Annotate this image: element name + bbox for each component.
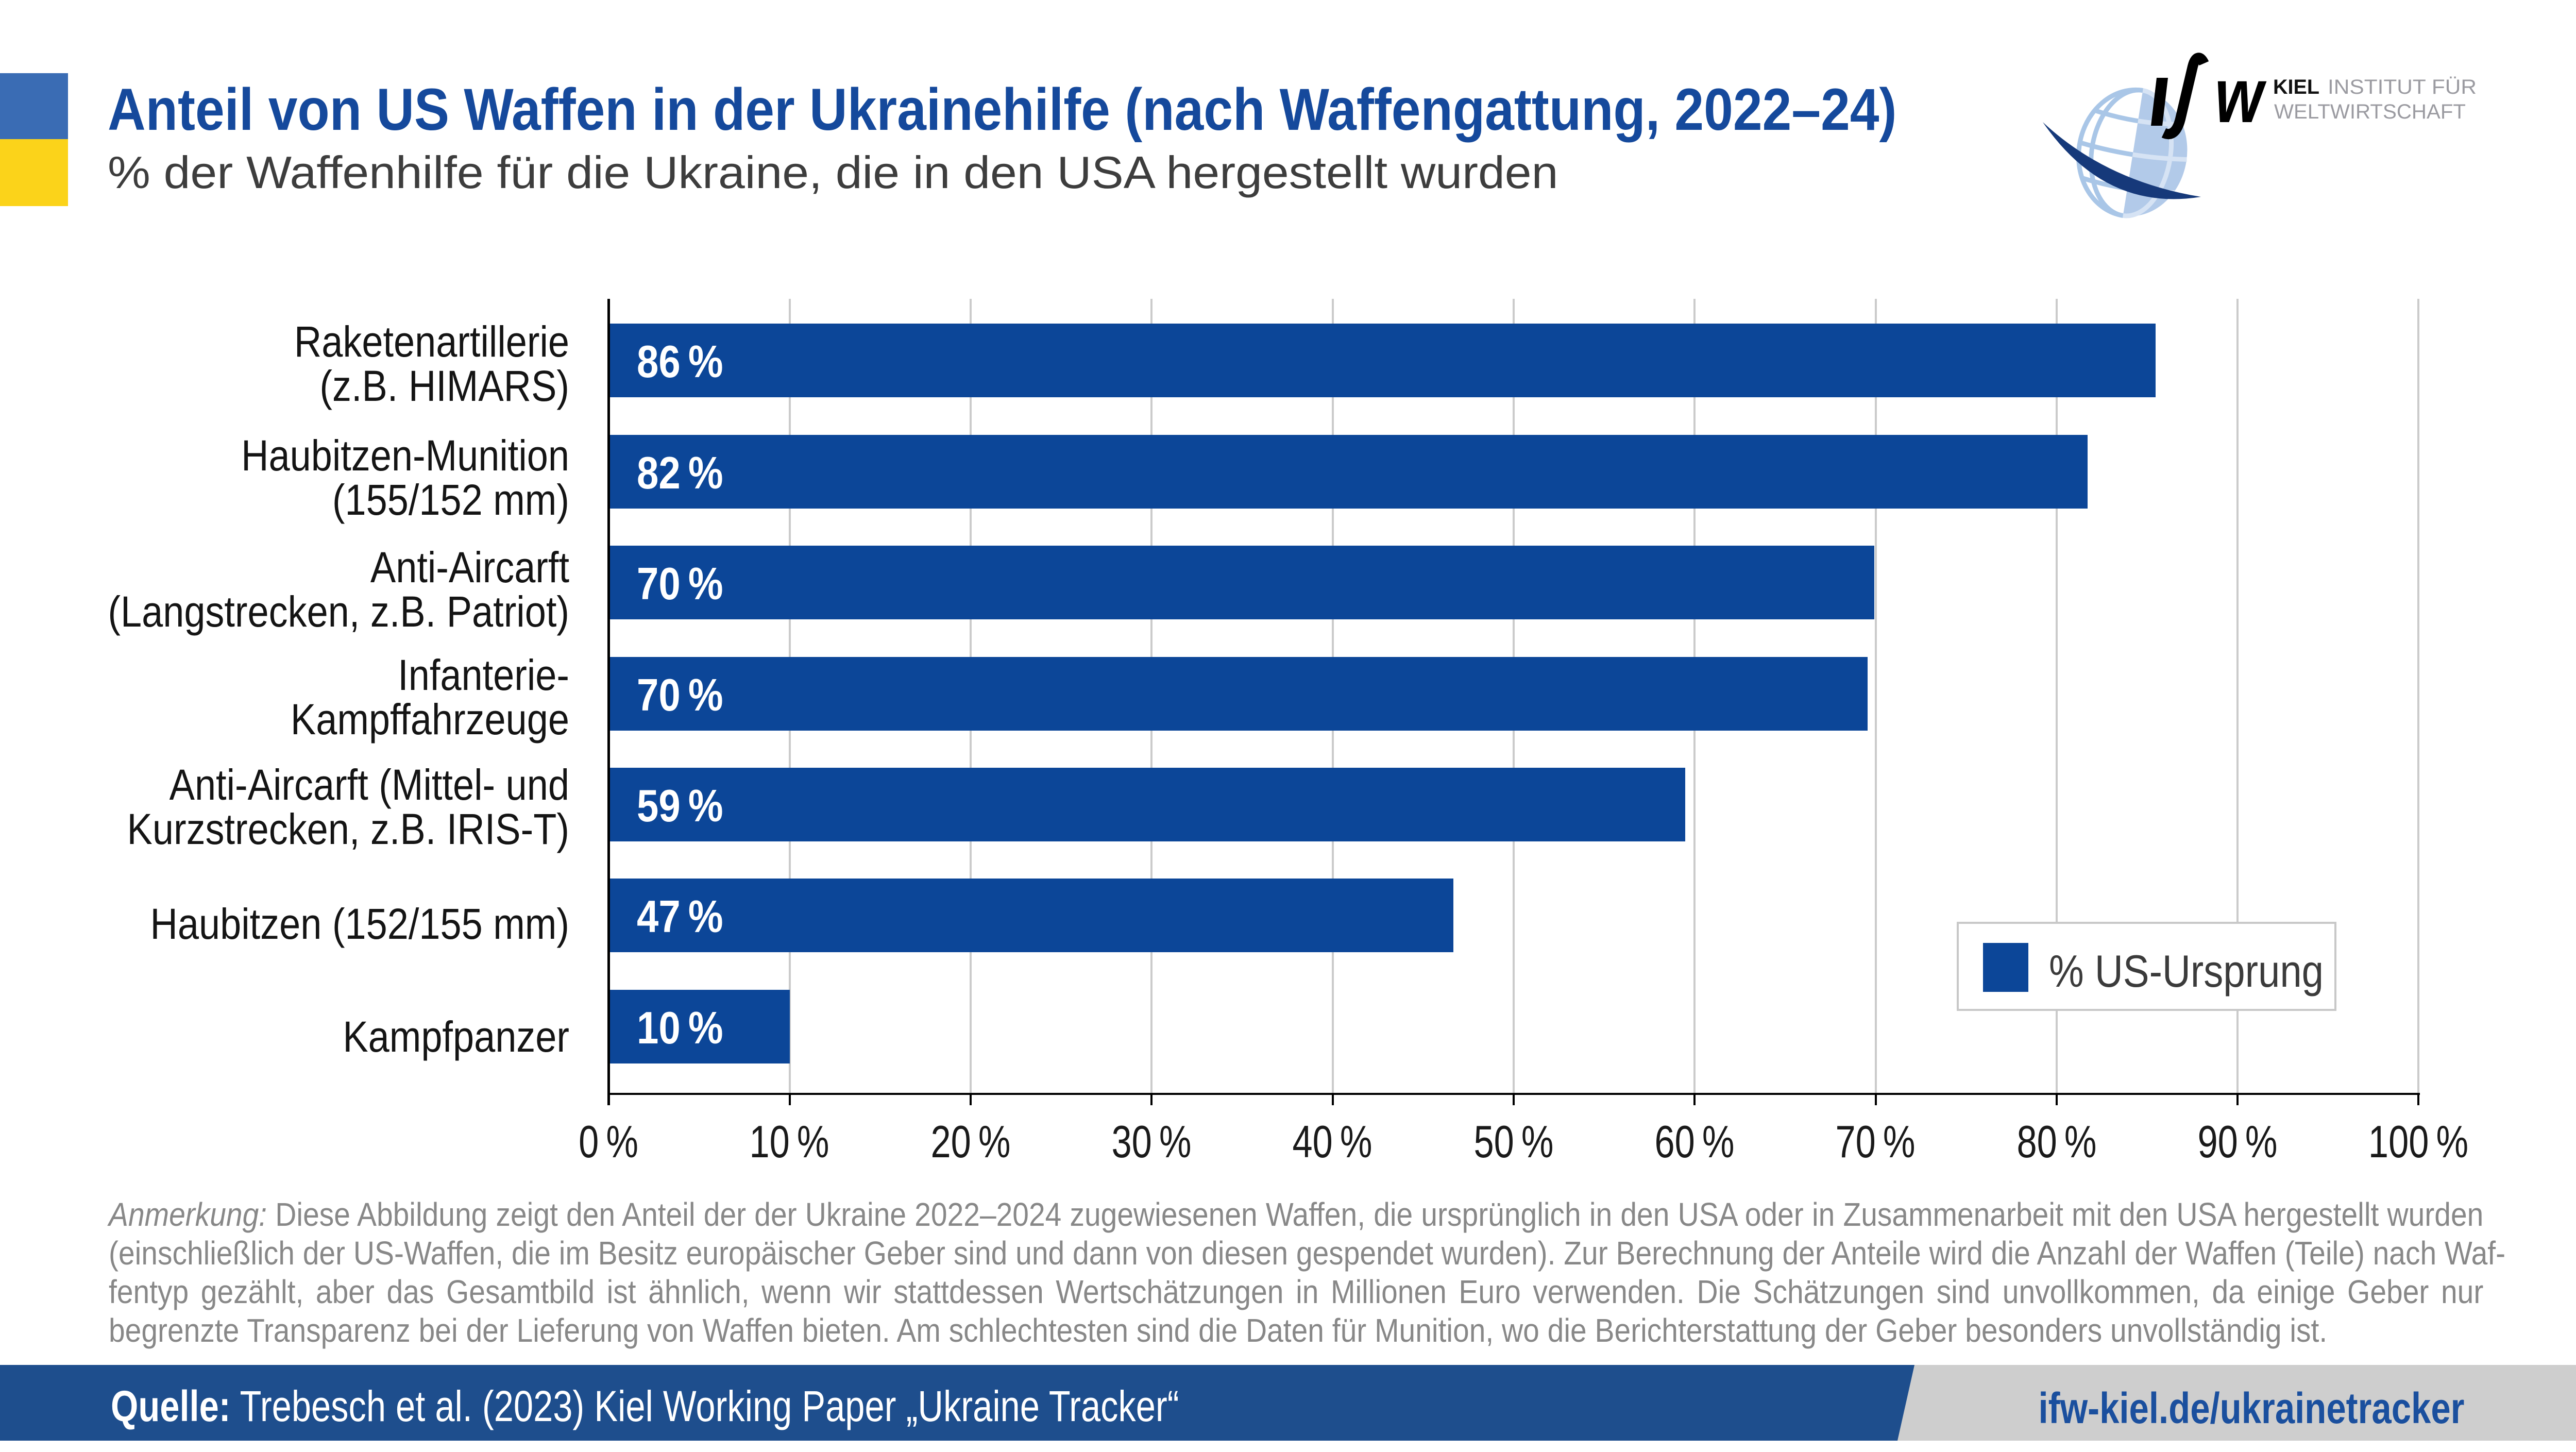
svg-text:INSTITUT FÜR: INSTITUT FÜR	[2328, 76, 2477, 98]
svg-text:w: w	[2215, 52, 2267, 139]
svg-text:KIEL: KIEL	[2273, 76, 2319, 98]
svg-text:WELTWIRTSCHAFT: WELTWIRTSCHAFT	[2274, 100, 2466, 123]
